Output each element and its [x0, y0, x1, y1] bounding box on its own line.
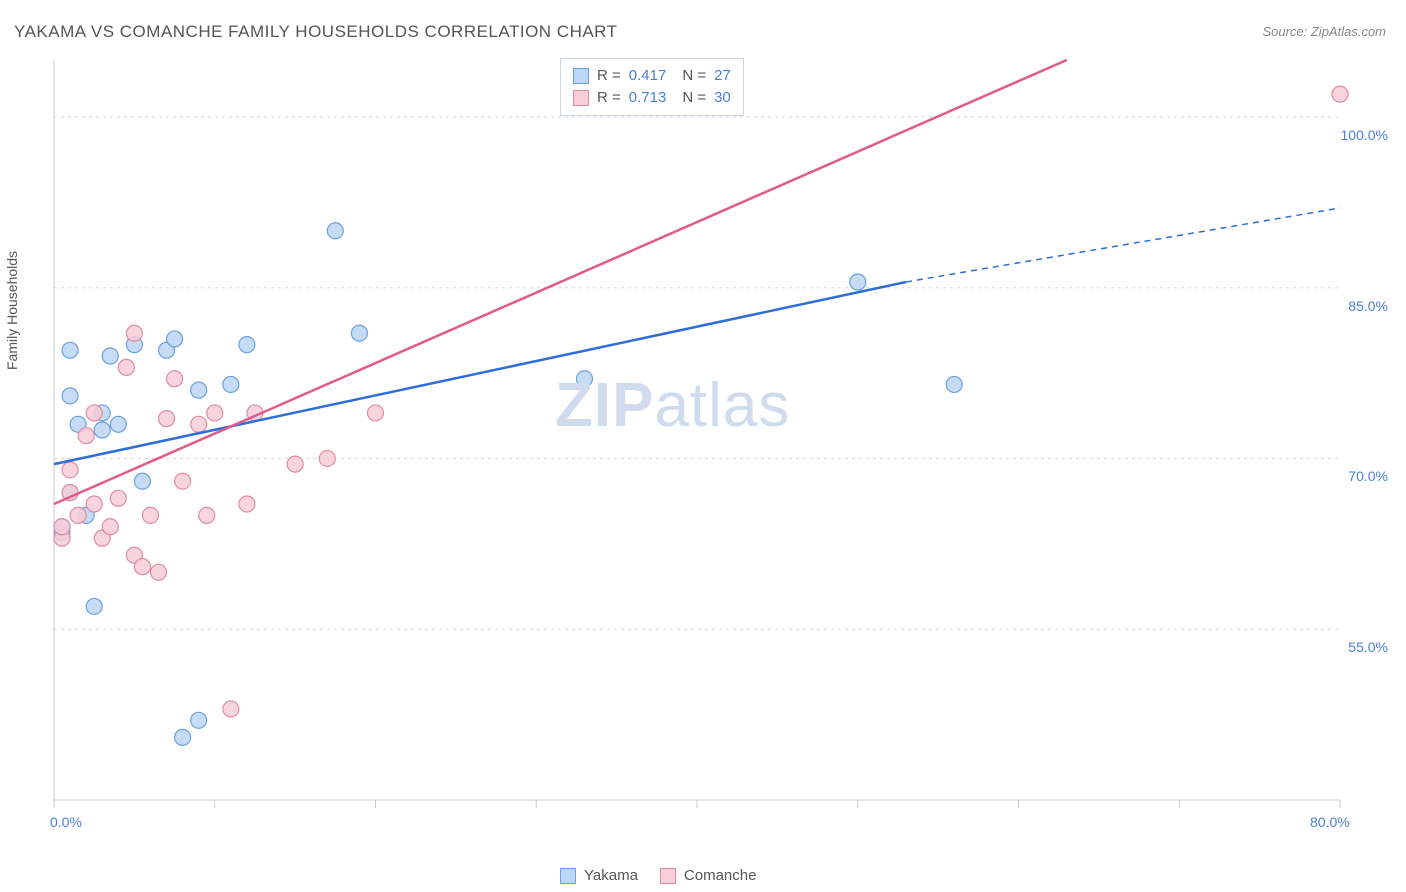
- chart-title: YAKAMA VS COMANCHE FAMILY HOUSEHOLDS COR…: [14, 22, 618, 42]
- legend-r-value: 0.417: [629, 65, 667, 87]
- y-tick-label: 100.0%: [1341, 127, 1388, 143]
- legend-n-label: N =: [682, 65, 706, 87]
- scatter-plot: [44, 50, 1388, 840]
- x-tick-label: 0.0%: [50, 814, 82, 830]
- legend-n-value: 30: [714, 87, 731, 109]
- legend-r-label: R =: [597, 65, 621, 87]
- x-tick-label: 80.0%: [1310, 814, 1350, 830]
- legend-swatch: [573, 68, 589, 84]
- legend-series: Yakama Comanche: [560, 867, 756, 884]
- y-tick-label: 70.0%: [1348, 468, 1388, 484]
- legend-series-label: Comanche: [684, 867, 757, 884]
- legend-n-value: 27: [714, 65, 731, 87]
- legend-swatch: [560, 868, 576, 884]
- legend-correlation-row: R = 0.713 N = 30: [573, 87, 731, 109]
- legend-series-item: Yakama: [560, 867, 638, 884]
- legend-correlation: R = 0.417 N = 27 R = 0.713 N = 30: [560, 58, 744, 116]
- y-axis-label: Family Households: [4, 251, 20, 370]
- legend-n-label: N =: [682, 87, 706, 109]
- y-tick-label: 85.0%: [1348, 298, 1388, 314]
- legend-series-item: Comanche: [660, 867, 757, 884]
- legend-correlation-row: R = 0.417 N = 27: [573, 65, 731, 87]
- y-tick-label: 55.0%: [1348, 639, 1388, 655]
- legend-series-label: Yakama: [584, 867, 638, 884]
- chart-area: [44, 50, 1388, 840]
- legend-swatch: [573, 90, 589, 106]
- legend-r-label: R =: [597, 87, 621, 109]
- legend-swatch: [660, 868, 676, 884]
- legend-r-value: 0.713: [629, 87, 667, 109]
- source-text: Source: ZipAtlas.com: [1262, 24, 1386, 39]
